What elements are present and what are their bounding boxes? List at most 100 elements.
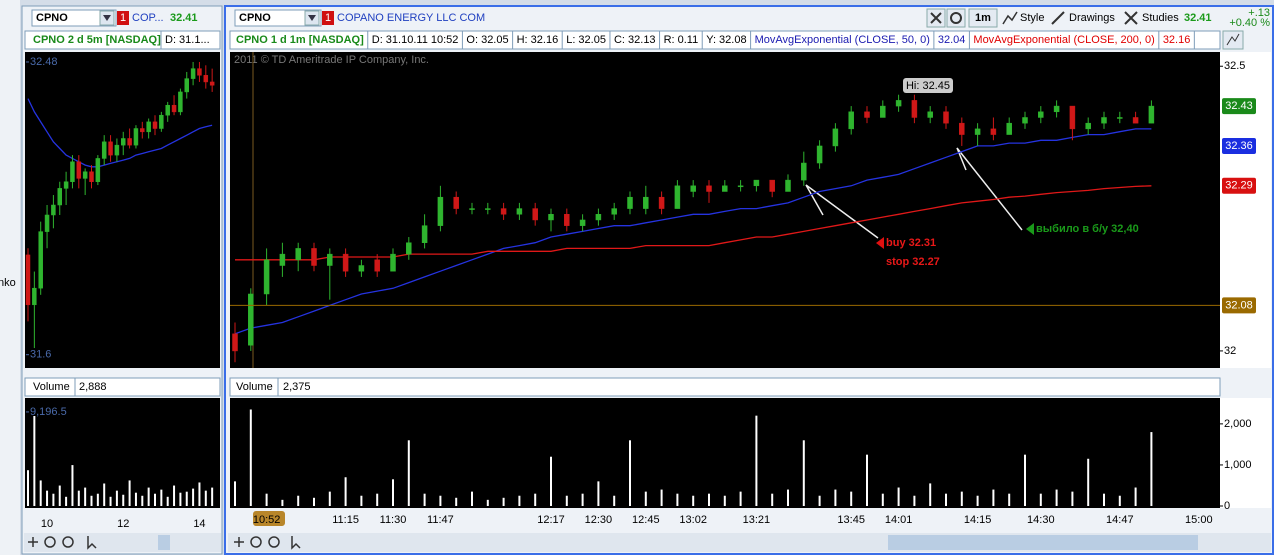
volume-bar bbox=[1071, 491, 1074, 506]
candle-body bbox=[32, 287, 37, 306]
volume-bar bbox=[834, 489, 837, 506]
candle-body bbox=[500, 208, 507, 215]
candle-body bbox=[327, 253, 333, 266]
volume-bar bbox=[328, 491, 331, 506]
watermark: 2011 © TD Ameritrade IP Company, Inc. bbox=[234, 54, 429, 66]
volume-bar bbox=[198, 482, 201, 506]
volume-bar bbox=[676, 493, 679, 506]
symbol: CPNO bbox=[239, 12, 271, 24]
header-cells: CPNO 1 d 1m [NASDAQ] D: 31.10.11 10:52 O: … bbox=[236, 31, 1195, 49]
candle-body bbox=[159, 114, 164, 129]
chart-title: CPNO 2 d 5m [NASDAQ] bbox=[33, 34, 161, 46]
price-marker-label: 32.29 bbox=[1225, 180, 1253, 192]
price-marker bbox=[1222, 297, 1256, 314]
moving-average bbox=[234, 128, 1152, 335]
header-cell: MovAvgExponential (CLOSE, 50, 0) bbox=[755, 34, 930, 46]
y-tick-label: 32 bbox=[1224, 345, 1236, 357]
exit-label: выбило в б/у 32,40 bbox=[1036, 223, 1139, 235]
candle-body bbox=[643, 196, 649, 209]
candle-body bbox=[1148, 105, 1155, 124]
volume-bar bbox=[166, 496, 169, 506]
candle-body bbox=[532, 208, 538, 221]
volume-bar bbox=[518, 495, 521, 506]
candle-body bbox=[421, 225, 428, 243]
high-label: Hi: 32.45 bbox=[906, 80, 950, 92]
change-percent: +0.40 % bbox=[1229, 17, 1270, 29]
header-cell: CPNO 1 d 1m [NASDAQ] bbox=[236, 34, 364, 46]
volume-bar bbox=[249, 409, 252, 506]
candle-body bbox=[140, 128, 145, 133]
volume-bar bbox=[234, 481, 236, 506]
candle-body bbox=[722, 185, 728, 192]
volume-bar bbox=[96, 493, 99, 506]
volume-bar bbox=[897, 487, 900, 506]
chart-settings[interactable] bbox=[1222, 30, 1244, 50]
x-tick-label: 10 bbox=[41, 518, 53, 530]
volume-bar bbox=[128, 480, 131, 506]
volume-bar bbox=[185, 491, 188, 506]
volume-bar bbox=[179, 492, 182, 506]
candle-body bbox=[595, 214, 602, 221]
scroll-thumb[interactable] bbox=[158, 535, 170, 550]
header-cell: D: 31.10.11 10:52 bbox=[372, 34, 459, 46]
candle-body bbox=[627, 196, 633, 209]
timeframe-button[interactable] bbox=[968, 8, 998, 28]
scroll-thumb[interactable] bbox=[888, 535, 1198, 550]
header-cell: 32.16 bbox=[1163, 34, 1191, 46]
candle-body bbox=[190, 68, 196, 79]
button-label: 1m bbox=[975, 12, 991, 24]
candle-body bbox=[1053, 105, 1060, 113]
button-label[interactable]: Studies bbox=[1142, 12, 1179, 24]
chart-header bbox=[229, 30, 1221, 50]
volume-bar bbox=[1118, 495, 1121, 506]
candle-body bbox=[943, 111, 949, 124]
volume-bar bbox=[313, 497, 315, 506]
candle-body bbox=[1038, 111, 1044, 118]
arrow bbox=[805, 147, 1023, 239]
y-tick-label: 32.5 bbox=[1224, 60, 1245, 72]
main-price-plot bbox=[230, 52, 1220, 368]
symbol-box[interactable] bbox=[234, 9, 322, 27]
candle-body bbox=[263, 259, 270, 295]
tool-button[interactable] bbox=[946, 8, 966, 28]
candle-body bbox=[82, 171, 88, 179]
header-cell: MovAvgExponential (CLOSE, 200, 0) bbox=[973, 34, 1154, 46]
x-tick-label: 13:45 bbox=[837, 514, 865, 526]
volume-bar bbox=[360, 495, 363, 506]
volume-bar bbox=[866, 454, 868, 506]
symbol-box[interactable] bbox=[31, 9, 117, 27]
volume-bar bbox=[192, 488, 195, 506]
volume-bar bbox=[929, 483, 932, 506]
volume-bar bbox=[1103, 493, 1105, 506]
link-badge[interactable] bbox=[117, 11, 129, 25]
candle-body bbox=[990, 128, 997, 135]
volume-bar bbox=[376, 493, 379, 506]
volume-bar bbox=[723, 495, 726, 506]
volume-bar bbox=[739, 491, 742, 506]
volume-bar bbox=[84, 487, 87, 506]
candle-body bbox=[469, 208, 475, 210]
volume-title: Volume bbox=[236, 381, 273, 393]
volume-bar bbox=[134, 492, 137, 506]
candle-body bbox=[1101, 117, 1107, 124]
volume-bar bbox=[103, 483, 106, 506]
last-price: 32.41 bbox=[1184, 12, 1212, 24]
candle-body bbox=[1022, 117, 1028, 124]
candle-body bbox=[44, 214, 50, 232]
exit-marker bbox=[1026, 223, 1034, 235]
candle-body bbox=[101, 141, 107, 159]
volume-bar bbox=[850, 491, 853, 506]
volume-bar bbox=[173, 485, 176, 506]
volume-bar bbox=[534, 493, 537, 506]
x-tick-label: 11:47 bbox=[427, 514, 454, 526]
volume-bar bbox=[141, 495, 144, 506]
volume-bar bbox=[211, 487, 214, 506]
candle-body bbox=[895, 100, 902, 107]
link-badge[interactable] bbox=[322, 11, 334, 25]
button-label[interactable]: Drawings bbox=[1069, 12, 1115, 24]
candle-body bbox=[390, 253, 396, 272]
x-tick-label: 15:00 bbox=[1185, 514, 1213, 526]
volume-bar bbox=[960, 491, 963, 506]
tool-icon bbox=[930, 12, 942, 24]
button-label[interactable]: Style bbox=[1020, 12, 1044, 24]
